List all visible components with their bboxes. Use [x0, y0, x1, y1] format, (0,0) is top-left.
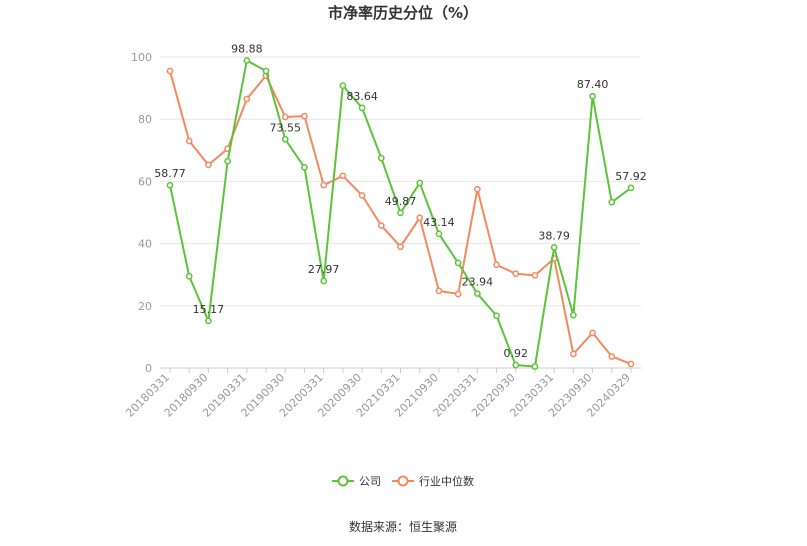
data-point — [301, 112, 308, 120]
data-point — [512, 361, 520, 369]
data-labels: 58.77 15.17 98.88 73.55 27.97 83.64 49.87 43.14… — [154, 42, 647, 360]
legend-marker — [397, 475, 409, 487]
data-point — [608, 198, 616, 206]
data-point — [205, 161, 212, 169]
data-label: 27.97 — [308, 263, 340, 276]
data-label: 0.92 — [504, 347, 529, 360]
data-point — [473, 185, 481, 193]
data-label: 38.79 — [538, 229, 570, 242]
data-point — [493, 312, 500, 320]
data-point — [397, 243, 404, 251]
data-label: 58.77 — [154, 167, 186, 180]
data-point — [205, 317, 212, 325]
data-point — [320, 277, 328, 285]
data-point — [608, 353, 616, 360]
data-point — [589, 92, 596, 100]
data-label: 73.55 — [270, 121, 302, 134]
legend-item[interactable]: 公司 — [332, 475, 381, 488]
data-point — [416, 179, 424, 187]
data-point — [454, 290, 462, 298]
y-tick-label: 0 — [145, 362, 152, 375]
data-label: 87.40 — [577, 78, 609, 91]
data-point — [493, 261, 500, 269]
data-label: 57.92 — [615, 170, 647, 183]
data-label: 15.17 — [193, 303, 225, 316]
data-point — [570, 311, 577, 319]
y-tick-label: 20 — [138, 300, 152, 313]
data-point — [281, 135, 289, 143]
data-point — [550, 244, 558, 251]
data-point — [358, 104, 366, 112]
data-point — [435, 287, 443, 295]
data-point — [243, 95, 251, 103]
data-label: 43.14 — [423, 216, 455, 229]
data-point — [243, 57, 251, 64]
chart-title: 市净率历史分位（%） — [328, 4, 478, 22]
data-point — [512, 270, 520, 278]
data-label: 83.64 — [346, 90, 378, 103]
data-point — [627, 184, 635, 192]
data-point — [262, 67, 270, 75]
legend-label: 行业中位数 — [419, 474, 474, 488]
data-point — [531, 363, 539, 370]
source-note: 数据来源：恒生聚源 — [349, 519, 457, 534]
data-point — [166, 181, 174, 189]
data-point — [166, 67, 174, 75]
data-point — [531, 271, 539, 279]
data-point — [454, 259, 462, 267]
data-point — [416, 214, 424, 222]
data-label: 49.87 — [385, 195, 417, 208]
y-tick-label: 100 — [131, 51, 152, 64]
data-point — [377, 222, 385, 229]
series-layer — [166, 57, 635, 370]
y-tick-label: 80 — [138, 113, 152, 126]
legend-item[interactable]: 行业中位数 — [392, 474, 474, 488]
y-tick-label: 60 — [138, 175, 152, 188]
data-point — [473, 290, 481, 297]
data-point — [281, 113, 289, 121]
data-point — [377, 154, 385, 162]
data-point — [185, 137, 193, 145]
data-point — [570, 350, 577, 358]
data-point — [185, 272, 193, 280]
data-point — [301, 164, 308, 171]
series-line-industry-median — [169, 70, 632, 365]
y-tick-label: 40 — [138, 238, 152, 251]
data-label: 98.88 — [231, 42, 263, 55]
data-point — [358, 192, 366, 199]
legend-label: 公司 — [359, 475, 381, 488]
data-label: 23.94 — [462, 276, 494, 289]
data-point — [320, 181, 328, 189]
data-point — [589, 329, 596, 337]
data-point — [224, 157, 231, 165]
data-point — [397, 209, 404, 217]
data-point — [627, 360, 635, 368]
data-point — [435, 230, 443, 238]
legend-marker — [337, 475, 349, 487]
data-point — [339, 82, 347, 89]
data-point — [339, 172, 347, 180]
legend[interactable]: 公司 行业中位数 — [332, 474, 474, 488]
x-axis: 2018033120180930201903312019093020200331… — [123, 368, 633, 420]
y-axis: 0 20 40 60 80 100 — [131, 51, 152, 375]
